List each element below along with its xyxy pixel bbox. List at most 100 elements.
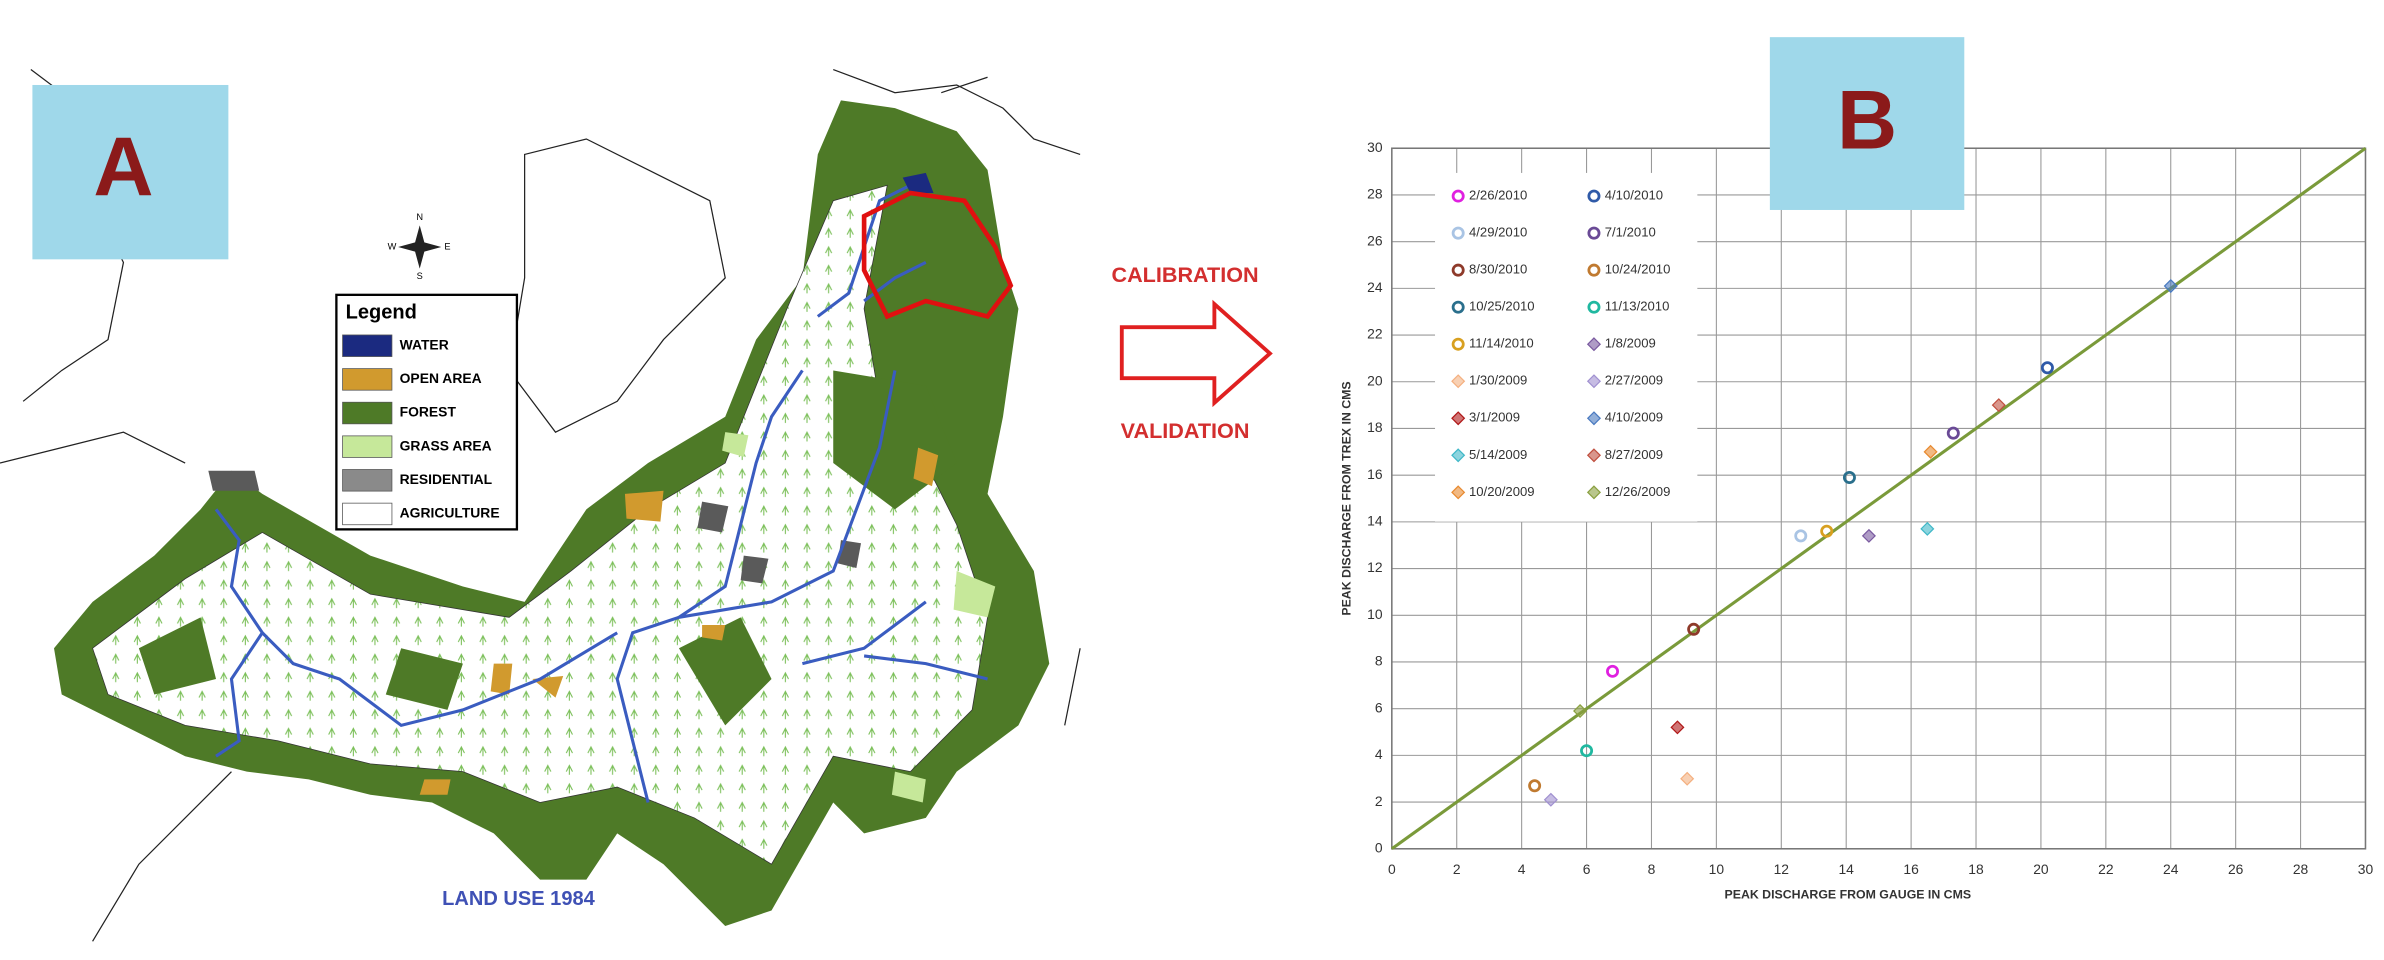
legend-label: 1/30/2009	[1469, 373, 1527, 388]
legend-swatch	[342, 368, 393, 391]
y-tick-label: 24	[1367, 279, 1383, 295]
x-tick-label: 16	[1903, 861, 1919, 877]
legend-swatch	[342, 401, 393, 425]
y-tick-label: 12	[1367, 559, 1383, 575]
y-tick-label: 10	[1367, 606, 1383, 622]
point	[1794, 529, 1808, 543]
legend-marker	[1586, 411, 1602, 426]
legend-label: 5/14/2009	[1469, 447, 1527, 462]
agriculture-area	[92, 184, 988, 865]
x-tick-label: 26	[2228, 861, 2244, 877]
x-tick-label: 24	[2163, 861, 2179, 877]
point	[1606, 664, 1620, 678]
point	[1543, 792, 1558, 807]
arrow-label: VALIDATION	[1121, 418, 1250, 443]
y-tick-label: 30	[1367, 139, 1383, 155]
x-tick-label: 2	[1453, 861, 1461, 877]
legend-label: WATER	[400, 336, 449, 352]
compass-w: W	[388, 241, 397, 251]
y-tick-label: 20	[1367, 372, 1383, 388]
legend-label: 3/1/2009	[1469, 410, 1520, 425]
map-caption: LAND USE 1984	[442, 888, 595, 910]
point	[2163, 278, 2178, 294]
legend-marker	[1587, 226, 1601, 240]
arrow-label: CALIBRATION	[1111, 262, 1258, 287]
legend-marker	[1586, 374, 1602, 389]
point	[1820, 524, 1834, 538]
legend-label: 2/27/2009	[1605, 373, 1663, 388]
y-tick-label: 28	[1367, 186, 1383, 202]
x-tick-label: 12	[1774, 861, 1790, 877]
legend-label: 1/8/2009	[1605, 336, 1656, 351]
y-tick-label: 8	[1375, 653, 1383, 669]
x-axis-title: PEAK DISCHARGE FROM GAUGE IN CMS	[1725, 887, 1972, 901]
x-tick-label: 6	[1583, 861, 1591, 877]
legend-marker	[1451, 337, 1465, 351]
compass: N S E W	[388, 212, 451, 281]
water-body	[902, 172, 934, 193]
point	[1923, 444, 1938, 459]
legend-marker	[1451, 411, 1466, 426]
legend-swatch	[342, 334, 393, 357]
x-tick-label: 20	[2033, 861, 2049, 877]
legend-label: GRASS AREA	[400, 437, 492, 453]
x-tick-label: 4	[1518, 861, 1526, 877]
y-tick-label: 18	[1367, 419, 1383, 435]
y-tick-label: 6	[1375, 699, 1383, 715]
y-tick-label: 14	[1367, 513, 1383, 529]
y-tick-label: 16	[1367, 466, 1383, 482]
legend-label: 2/26/2010	[1469, 188, 1527, 203]
point	[1920, 521, 1935, 536]
y-tick-label: 2	[1375, 793, 1383, 809]
compass-s: S	[417, 271, 423, 281]
legend-label: 11/14/2010	[1469, 336, 1534, 351]
compass-e: E	[444, 241, 450, 251]
legend-label: AGRICULTURE	[400, 505, 500, 521]
map-legend: WATER OPEN AREA FOREST GRASS AREA RESIDENTIA…	[342, 334, 500, 526]
compass-n: N	[416, 212, 423, 222]
legend-marker	[1451, 448, 1466, 463]
y-tick-label: 4	[1375, 746, 1383, 762]
study-watershed	[861, 190, 1014, 320]
legend-marker	[1451, 485, 1466, 500]
y-tick-label: 26	[1367, 232, 1383, 248]
legend-marker	[1451, 263, 1465, 277]
legend-label: 8/27/2009	[1605, 447, 1663, 462]
legend-marker	[1451, 226, 1465, 240]
legend-swatch	[342, 435, 393, 458]
legend-label: 7/1/2010	[1605, 225, 1656, 240]
legend-label: 11/13/2010	[1605, 299, 1670, 314]
x-tick-label: 0	[1388, 861, 1396, 877]
x-tick-label: 28	[2293, 861, 2309, 877]
legend-marker	[1586, 448, 1602, 463]
panel-label-box	[32, 84, 229, 260]
legend-label: FOREST	[400, 404, 457, 420]
legend-label: RESIDENTIAL	[400, 471, 493, 487]
x-tick-label: 10	[1709, 861, 1725, 877]
legend-label: 8/30/2010	[1469, 262, 1527, 277]
point	[1861, 528, 1876, 543]
map	[0, 68, 1081, 942]
y-tick-label: 22	[1367, 326, 1383, 342]
point	[2040, 361, 2054, 375]
y-tick-label: 0	[1375, 839, 1383, 855]
legend-label: 10/24/2010	[1605, 262, 1671, 277]
x-tick-label: 18	[1968, 861, 1984, 877]
point	[1842, 471, 1856, 484]
panel-label: A	[93, 120, 153, 213]
panel-label-box	[1769, 37, 1965, 210]
legend-marker	[1587, 263, 1601, 277]
legend-box	[1435, 172, 1698, 522]
x-tick-label: 8	[1648, 861, 1656, 877]
legend-marker	[1586, 485, 1602, 500]
legend-marker	[1587, 189, 1601, 203]
legend-marker	[1587, 300, 1601, 314]
point	[1687, 622, 1701, 636]
point	[1573, 703, 1588, 719]
one-to-one-line	[1390, 146, 2367, 851]
point	[1680, 771, 1695, 786]
legend-marker	[1451, 374, 1466, 389]
legend-marker	[1451, 189, 1465, 203]
panel-label: B	[1837, 74, 1897, 167]
legend-swatch	[342, 469, 393, 492]
